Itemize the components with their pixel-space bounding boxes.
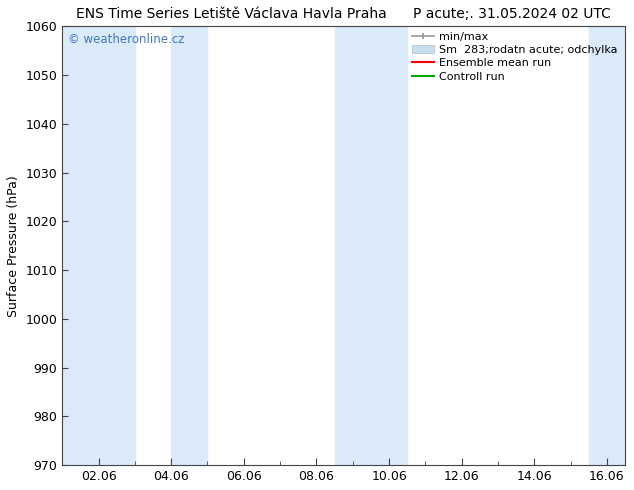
Bar: [62, 26, 135, 465]
Legend: min/max, Sm  283;rodatn acute; odchylka, Ensemble mean run, Controll run: min/max, Sm 283;rodatn acute; odchylka, …: [407, 27, 623, 86]
Text: © weatheronline.cz: © weatheronline.cz: [68, 33, 184, 46]
Bar: [335, 26, 407, 465]
Y-axis label: Surface Pressure (hPa): Surface Pressure (hPa): [7, 175, 20, 317]
Bar: [171, 26, 207, 465]
Title: ENS Time Series Letiště Václava Havla Praha      P acute;. 31.05.2024 02 UTC: ENS Time Series Letiště Václava Havla Pr…: [76, 7, 611, 21]
Bar: [589, 26, 625, 465]
